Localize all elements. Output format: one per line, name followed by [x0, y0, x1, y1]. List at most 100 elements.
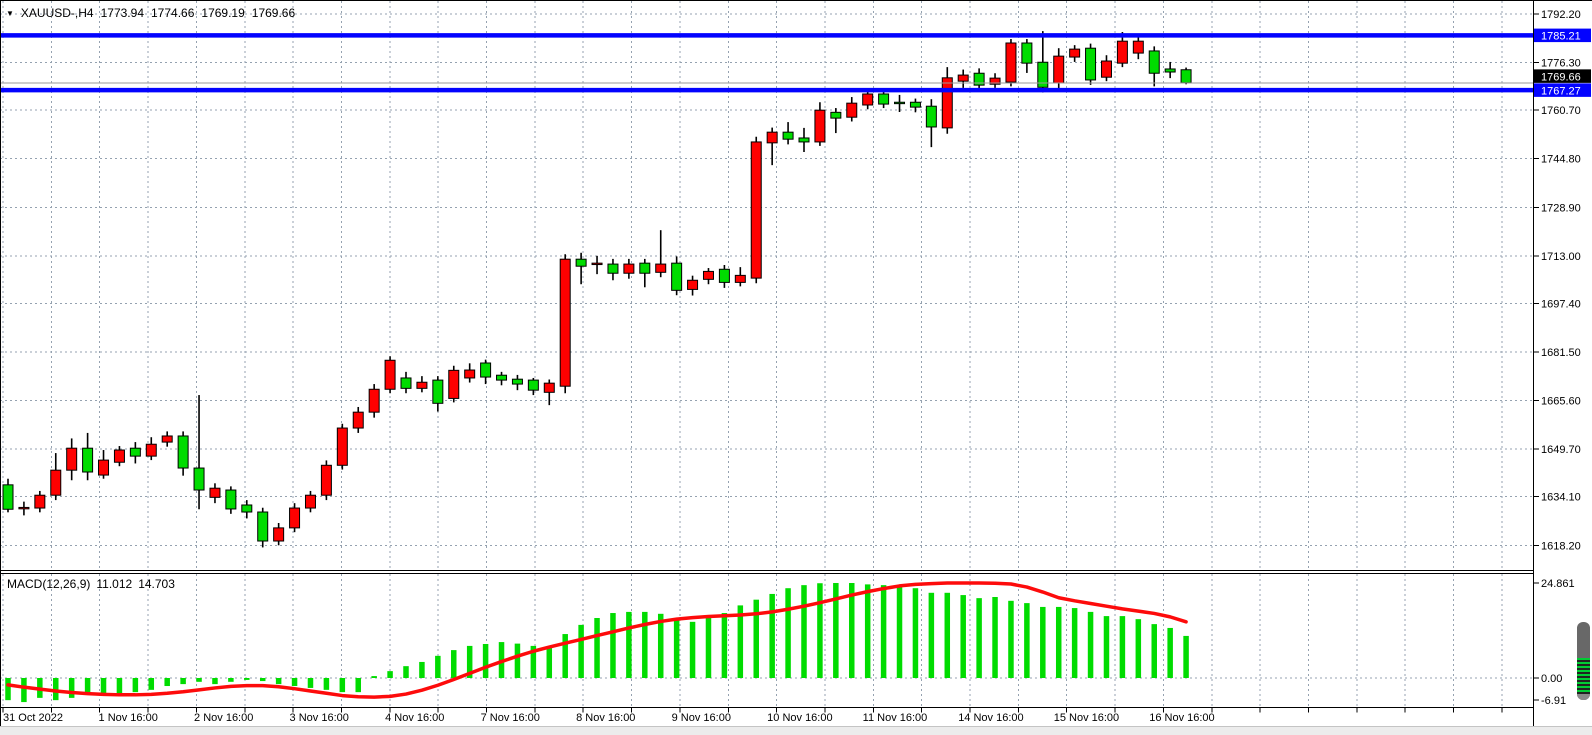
macd-bar [1167, 627, 1173, 678]
candle-body [639, 262, 651, 274]
macd-tick-label: 0.00 [1541, 673, 1562, 685]
scrollbar-grip[interactable] [1577, 658, 1590, 694]
candle-body [66, 447, 78, 471]
macd-bar [785, 588, 791, 678]
candle [591, 255, 603, 275]
candle-body [1116, 40, 1128, 64]
macd-bar [164, 678, 170, 687]
candle [98, 450, 110, 479]
macd-bar [673, 619, 680, 678]
candle-body [782, 131, 794, 140]
candle [82, 432, 94, 481]
candle [862, 90, 874, 110]
price-axis[interactable]: 1792.20 1776.30 1760.70 1744.80 1728.90 1713.… [1533, 9, 1581, 552]
window-bottom-edge [0, 726, 1592, 735]
candle-body [1132, 40, 1144, 54]
macd-bar [514, 643, 521, 678]
time-tick-label: 9 Nov 16:00 [672, 712, 731, 724]
macd-bar [1183, 635, 1189, 678]
candle [734, 267, 746, 287]
candle-body [193, 467, 205, 491]
candle-body [161, 435, 173, 443]
candle-body [543, 382, 555, 393]
candle-body [527, 379, 539, 391]
candle-body [480, 362, 492, 378]
time-tick-label: 10 Nov 16:00 [767, 712, 832, 724]
candle-body [98, 459, 110, 476]
candle-body [702, 270, 714, 280]
macd-bar [1087, 611, 1094, 678]
candle-body [1069, 48, 1081, 58]
macd-bar [212, 678, 218, 685]
candle-body [241, 504, 253, 513]
candle [1085, 43, 1097, 85]
macd-bar [960, 595, 966, 678]
candle-body [273, 527, 285, 542]
scrollbar-nub[interactable] [1577, 694, 1590, 700]
candle-body [846, 102, 858, 118]
candle [655, 230, 667, 278]
candle [1164, 61, 1176, 79]
dropdown-triangle-icon[interactable]: ▼ [6, 8, 14, 18]
candle [113, 446, 125, 467]
macd-tick-label: 24.861 [1541, 578, 1575, 590]
candle [193, 395, 205, 510]
macd-bar [21, 678, 27, 703]
price-tick-label: 1792.20 [1541, 9, 1581, 21]
price-tick-label: 1634.10 [1541, 492, 1581, 504]
candle-body [1021, 42, 1033, 64]
time-tick-label: 11 Nov 16:00 [863, 712, 928, 724]
macd-bar [896, 586, 903, 678]
macd-bar [482, 643, 489, 678]
hline-price-tag: 1767.27 [1534, 83, 1591, 97]
candle-body [671, 262, 683, 291]
candle-body [957, 74, 969, 82]
macd-axis[interactable]: 24.861 0.00 -6.91 [1533, 578, 1575, 707]
macd-bar [530, 645, 537, 678]
candle [320, 460, 332, 501]
hline-price-tag: 1785.21 [1534, 28, 1591, 43]
ohlc-open: 1773.94 [100, 6, 144, 20]
price-tick-label: 1760.70 [1541, 105, 1581, 117]
macd-bar [307, 678, 314, 688]
macd-bar [148, 678, 155, 690]
candle-body [575, 258, 587, 267]
macd-bar [68, 678, 75, 698]
candle [511, 374, 523, 391]
candle [209, 483, 221, 504]
macd-bar [928, 592, 935, 678]
macd-bar [84, 678, 91, 695]
candle-body [1053, 55, 1065, 84]
candle [798, 127, 810, 153]
candle-body [257, 511, 269, 542]
macd-bar [403, 666, 409, 678]
macd-bar [1071, 608, 1078, 678]
right-edge-scrollbar[interactable] [1577, 622, 1590, 700]
hline-price-tag-bg [1534, 83, 1591, 97]
candle-body [320, 464, 332, 496]
candle [145, 437, 157, 461]
candle-body [177, 435, 189, 469]
macd-bar [721, 613, 728, 678]
macd-bar [626, 611, 632, 678]
candle-body [814, 109, 826, 143]
candle-body [591, 262, 603, 266]
macd-bar [849, 583, 855, 678]
time-axis[interactable]: 31 Oct 2022 1 Nov 16:00 2 Nov 16:00 3 Nov 1… [2, 707, 1503, 725]
candle-body [2, 484, 14, 510]
candle [527, 377, 539, 396]
candle-body [1180, 69, 1192, 84]
candle-body [750, 141, 762, 279]
macd-bar [976, 598, 982, 678]
candle-body [925, 105, 937, 128]
macd-bar [451, 650, 457, 678]
candle-body [718, 268, 730, 283]
candle [639, 258, 651, 288]
candle [257, 507, 269, 548]
price-tick-label: 1665.60 [1541, 396, 1581, 408]
macd-bar [323, 678, 330, 690]
macd-tick-label: -6.91 [1541, 695, 1566, 707]
candle-body [655, 263, 667, 273]
